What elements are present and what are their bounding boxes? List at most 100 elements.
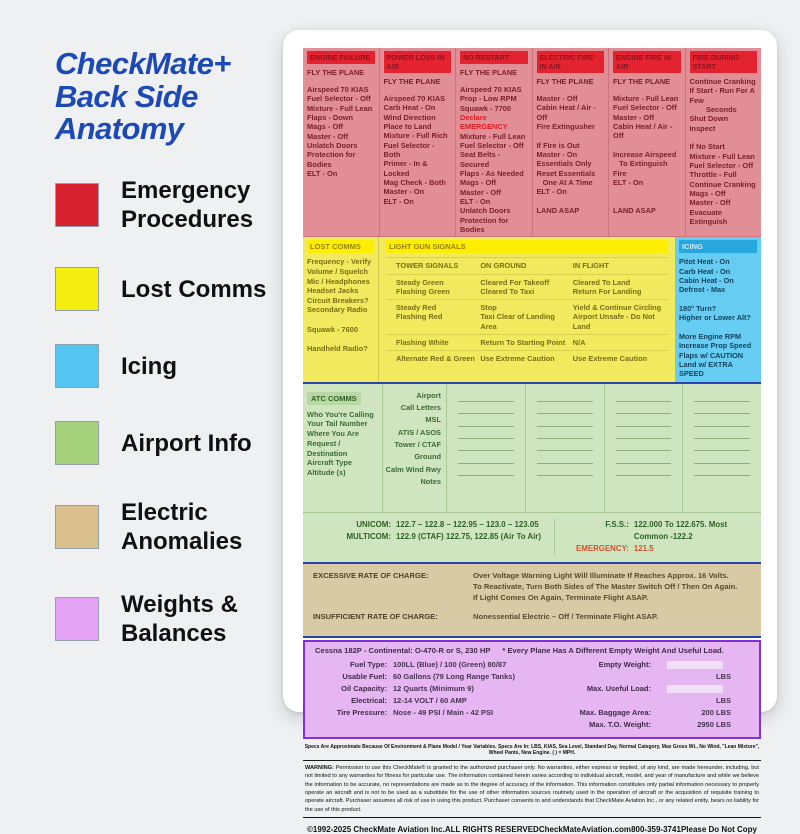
emergency-frequency-value: 121.5 <box>633 544 654 554</box>
atc-field-label: Tower / CTAF <box>394 440 441 450</box>
light-gun-signals-header: LIGHT GUN SIGNALS <box>386 240 668 254</box>
emergency-steps: Mixture - Full Lean Fuel Selector - Off … <box>613 94 679 215</box>
atc-field-label: MSL <box>425 415 441 425</box>
weights-row-label: Max. Useful Load: <box>586 683 651 693</box>
light-gun-signals-section: LIGHT GUN SIGNALS TOWER SIGNALS ON GROUN… <box>379 237 675 382</box>
emergency-column-header: ENGINE FAILURE <box>307 51 375 64</box>
weights-row: Oil Capacity: 12 Quarts (Minimum 9) <box>315 683 554 695</box>
light-gun-row: Flashing White Return To Starting Point … <box>386 333 668 350</box>
footer-item: 800-359-3741 <box>631 825 681 834</box>
emergency-column-header: ELECTRIC FIRE IN AIR <box>536 51 604 73</box>
card-footer: ©1992-2025 CheckMate Aviation Inc. ALL RI… <box>303 818 761 834</box>
aircraft-header: Cessna 182P - Continental: O-470-R or S,… <box>315 646 749 655</box>
legend-item: Electric Anomalies <box>55 498 283 557</box>
legend-item-label: Lost Comms <box>121 275 267 303</box>
charge-row-label: EXCESSIVE RATE OF CHARGE: <box>313 571 429 581</box>
footer-item: ALL RIGHTS RESERVED <box>444 825 539 834</box>
light-gun-flight-cell: Use Extreme Caution <box>572 354 648 363</box>
legend-item-label: Emergency Procedures <box>121 176 254 233</box>
emergency-column-header: ENGINE FIRE IN AIR <box>613 51 681 73</box>
legend-color-swatch <box>55 505 99 550</box>
blank-line <box>535 431 595 443</box>
emergency-column: ENGINE FAILURE FLY THE PLANE Airspeed 70… <box>303 48 380 237</box>
charge-row-text: Over Voltage Warning Light Will Illumina… <box>473 571 738 602</box>
blank-line <box>614 418 674 430</box>
blank-line <box>535 394 595 406</box>
blank-line <box>614 406 674 418</box>
light-gun-signal-cell: Alternate Red & Green <box>396 354 475 363</box>
icing-header: ICING <box>679 240 757 254</box>
weights-row-label: Max. Baggage Area: <box>579 707 651 717</box>
blank-line <box>456 443 516 455</box>
light-gun-ground-cell: Cleared For Takeoff Cleared To Taxi <box>480 277 550 296</box>
charge-row-label: INSUFFICIENT RATE OF CHARGE: <box>313 612 438 622</box>
emergency-steps-continued: Mixture - Full Lean Fuel Selector - Off … <box>460 131 526 234</box>
aircraft-model: Cessna 182P - Continental: O-470-R or S,… <box>315 645 491 655</box>
light-gun-row: Alternate Red & Green Use Extreme Cautio… <box>386 350 668 366</box>
blank-line <box>692 431 752 443</box>
specs-disclaimer: Specs Are Approximate Because Of Environ… <box>304 743 760 756</box>
emergency-fly-the-plane: FLY THE PLANE <box>613 77 671 86</box>
atc-blank-column <box>526 383 605 512</box>
light-gun-table: TOWER SIGNALS ON GROUND IN FLIGHT Steady… <box>386 257 668 366</box>
legend-item-label: Airport Info <box>121 429 252 457</box>
atc-comms-table: ATC COMMS Who You're Calling Your Tail N… <box>303 383 761 512</box>
atc-field-label: Notes <box>420 477 441 487</box>
atc-comms-tips: Who You're Calling Your Tail Number Wher… <box>307 409 374 478</box>
emergency-fly-the-plane: FLY THE PLANE <box>307 68 365 77</box>
blank-line <box>535 455 595 467</box>
light-gun-ground-cell: Use Extreme Caution <box>480 354 555 363</box>
blank-entry-box <box>667 684 723 693</box>
multicom-frequencies: 122.9 (CTAF) 122.75, 122.85 (Air To Air) <box>396 531 542 541</box>
weights-balances-section: Cessna 182P - Continental: O-470-R or S,… <box>303 639 761 739</box>
weights-row: Empty Weight: LBS <box>554 659 749 683</box>
emergency-steps: Airspeed 70 KIAS Prop - Low RPM Squawk -… <box>460 85 522 113</box>
emergency-steps: Airspeed 70 KIAS Carb Heat - On Wind Dir… <box>383 94 448 206</box>
blank-entry-box <box>667 660 723 669</box>
emergency-steps: Airspeed 70 KIAS Fuel Selector - Off Mix… <box>307 85 373 178</box>
intro-panel: CheckMate+ Back Side Anatomy Emergency P… <box>55 46 283 681</box>
fss-frequencies: 122.000 To 122.675. Most Common -122.2 <box>633 519 728 541</box>
legend-item: Lost Comms <box>55 267 283 312</box>
warning-label: WARNING: <box>305 764 334 771</box>
lost-comms-section: LOST COMMS Frequency - Verify Volume / S… <box>303 237 379 382</box>
unicom-label: UNICOM: <box>356 519 391 529</box>
light-gun-ground-cell: Stop Taxi Clear of Landing Area <box>480 303 555 331</box>
legend-item-label: Electric Anomalies <box>121 499 243 556</box>
weights-row: Usable Fuel: 60 Gallons (79 Long Range T… <box>315 671 554 683</box>
weights-row-value-text: LBS <box>716 695 731 705</box>
emergency-column-header: NO RESTART <box>460 51 528 64</box>
blank-line <box>692 418 752 430</box>
atc-field-label: Calm Wind Rwy <box>385 464 441 474</box>
charge-row-text: Nonessential Electric – Off / Terminate … <box>473 612 659 622</box>
blank-line <box>456 431 516 443</box>
emergency-procedures-row: ENGINE FAILURE FLY THE PLANE Airspeed 70… <box>303 48 761 237</box>
emergency-steps: Master - Off Cabin Heat / Air - Off Fire… <box>536 94 596 215</box>
legend: Emergency Procedures Lost Comms Icing Ai… <box>55 176 283 649</box>
charge-row: EXCESSIVE RATE OF CHARGE: Over Voltage W… <box>313 571 751 603</box>
checkmate-card: ENGINE FAILURE FLY THE PLANE Airspeed 70… <box>283 30 777 834</box>
light-gun-row: TOWER SIGNALS ON GROUND IN FLIGHT <box>386 257 668 273</box>
blank-line <box>692 394 752 406</box>
weights-row-value: LBS <box>657 683 749 707</box>
blank-line <box>692 468 752 480</box>
weights-row-value-text: 200 LBS <box>701 707 731 717</box>
emergency-column-header: FIRE DURING START <box>689 51 757 73</box>
weights-row-value: 100LL (Blue) / 100 (Green) 80/87 <box>393 659 507 669</box>
weights-row-label: Usable Fuel: <box>342 671 387 681</box>
legend-color-swatch <box>55 267 99 312</box>
light-gun-signal-cell: TOWER SIGNALS <box>396 261 459 271</box>
atc-field-label: Ground <box>414 452 441 462</box>
lost-comms-row: LOST COMMS Frequency - Verify Volume / S… <box>303 236 761 382</box>
atc-blank-columns <box>447 383 761 512</box>
weights-row-label: Fuel Type: <box>350 659 387 669</box>
light-gun-flight-cell: N/A <box>572 337 586 347</box>
icing-steps: Pitot Heat - On Carb Heat - On Cabin Hea… <box>679 257 752 379</box>
weights-row-label: Max. T.O. Weight: <box>589 719 651 729</box>
page-title: CheckMate+ Back Side Anatomy <box>55 46 231 147</box>
weights-right-column: Empty Weight: LBS Max. Useful Load: LBS … <box>554 659 749 731</box>
weights-row-value: 12 Quarts (Minimum 9) <box>393 683 474 693</box>
weights-columns: Fuel Type: 100LL (Blue) / 100 (Green) 80… <box>315 659 749 731</box>
legend-color-swatch <box>55 182 99 227</box>
weights-row: Tire Pressure: Nose - 49 PSI / Main - 42… <box>315 707 554 719</box>
